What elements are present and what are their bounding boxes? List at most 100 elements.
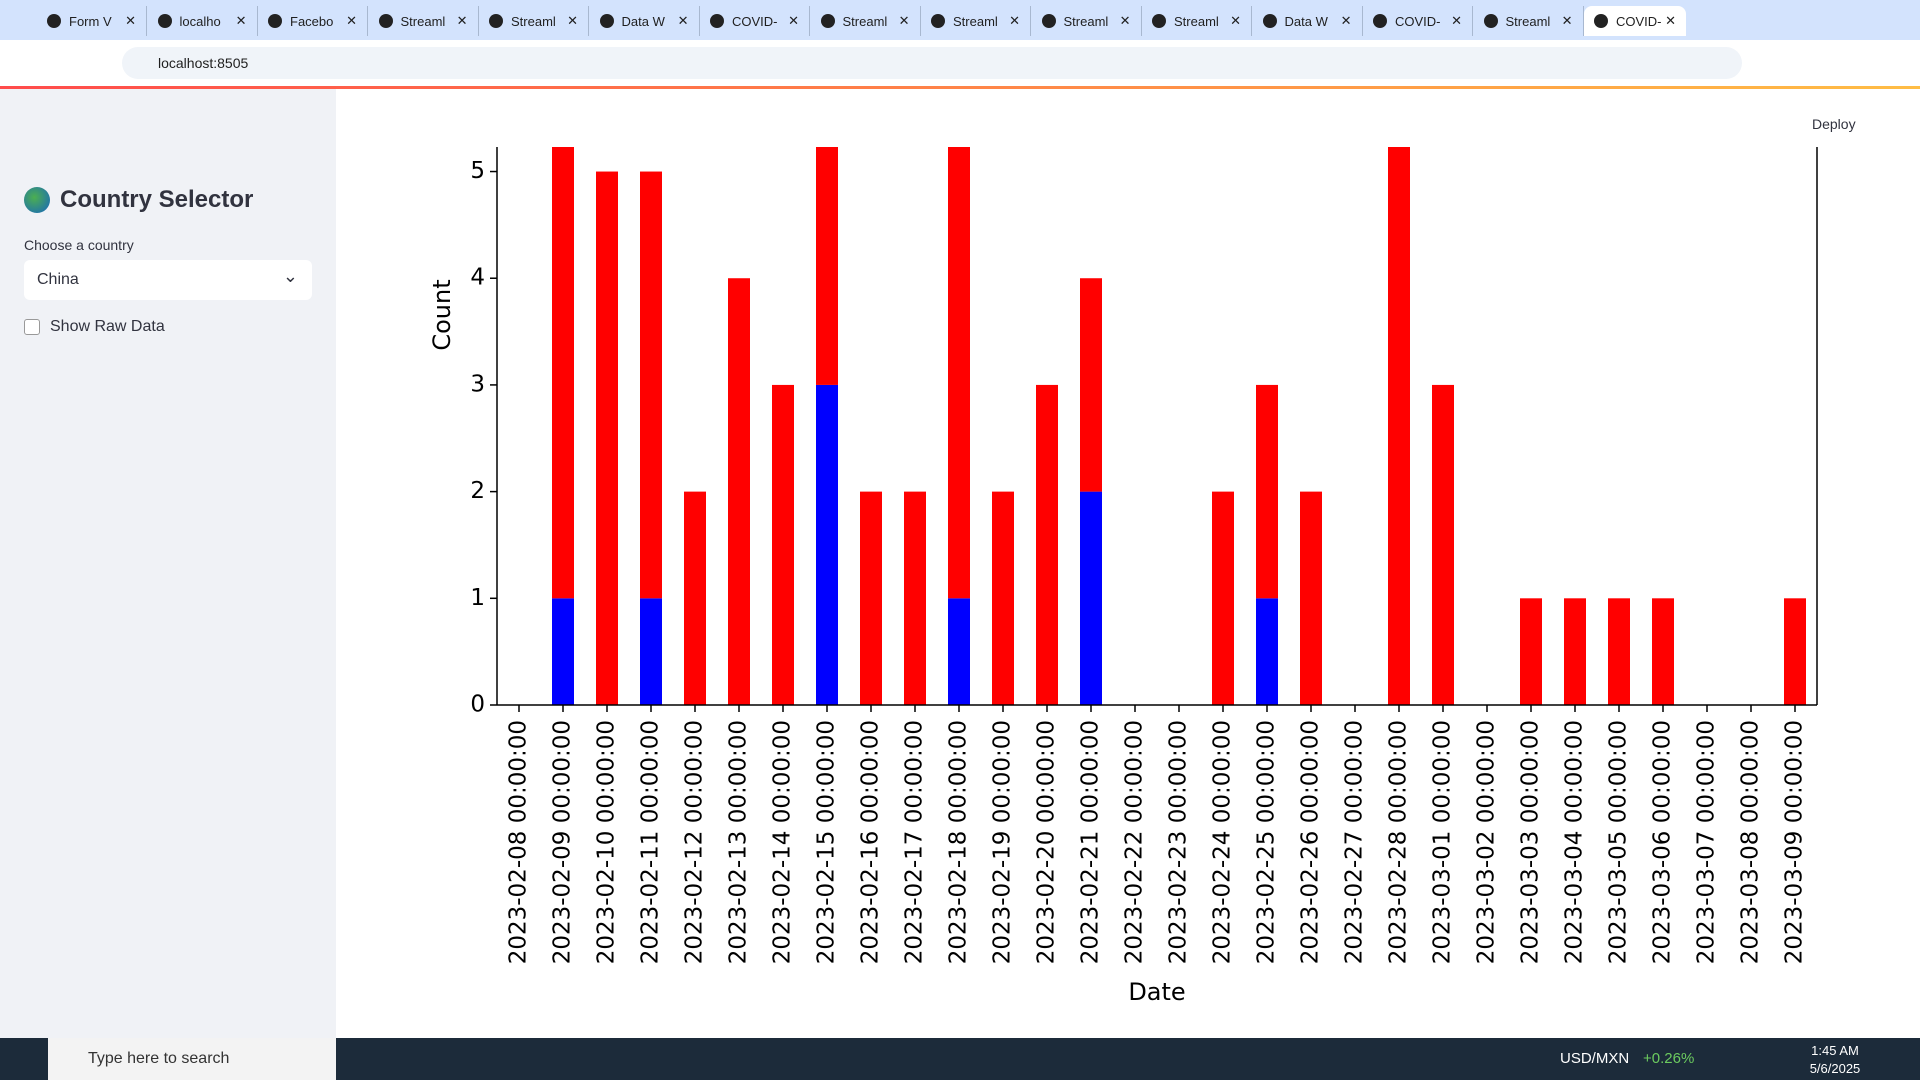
x-tick-label: 2023-02-09 00:00:00 xyxy=(550,720,576,964)
bar-segment xyxy=(1388,147,1410,705)
tab-icon xyxy=(1262,14,1277,28)
tab-close[interactable]: ✕ xyxy=(235,13,247,28)
bar-segment xyxy=(1080,278,1102,492)
raw-data-checkbox[interactable]: Show Raw Data xyxy=(24,318,165,336)
tab-title: COVID- xyxy=(732,13,778,29)
bar-segment xyxy=(1608,598,1630,705)
x-tick-label: 2023-02-22 00:00:00 xyxy=(1122,720,1148,964)
y-tick-label: 5 xyxy=(470,158,485,184)
x-tick-label: 2023-02-25 00:00:00 xyxy=(1254,720,1280,964)
tab-close[interactable]: ✕ xyxy=(125,13,136,28)
x-tick-label: 2023-02-23 00:00:00 xyxy=(1166,720,1192,964)
browser-tab[interactable]: COVID- ✕ xyxy=(1584,6,1686,36)
tab-title: Facebo xyxy=(290,13,334,29)
y-tick-label: 0 xyxy=(470,692,485,718)
url-field[interactable]: localhost:8505 xyxy=(122,47,1742,79)
deploy-button[interactable]: Deploy xyxy=(1812,116,1856,132)
browser-tab[interactable]: localho ✕ xyxy=(148,6,258,36)
bar-segment xyxy=(1036,384,1058,705)
x-tick-label: 2023-03-05 00:00:00 xyxy=(1606,720,1632,964)
tab-close[interactable]: ✕ xyxy=(1009,13,1020,28)
tab-close[interactable]: ✕ xyxy=(1451,13,1462,28)
tab-close[interactable]: ✕ xyxy=(1340,13,1352,28)
tab-close[interactable]: ✕ xyxy=(567,13,578,28)
browser-tab[interactable]: Streaml ✕ xyxy=(479,6,589,36)
x-tick-label: 2023-02-13 00:00:00 xyxy=(726,720,752,964)
bar-segment xyxy=(860,491,882,705)
tab-close[interactable]: ✕ xyxy=(456,13,468,28)
tab-close[interactable]: ✕ xyxy=(788,13,799,28)
browser-tab[interactable]: Form V ✕ xyxy=(37,6,147,36)
bar-segment xyxy=(992,491,1014,705)
tab-title: Streaml xyxy=(1505,13,1551,29)
browser-tab[interactable]: Data W ✕ xyxy=(1253,6,1363,36)
y-tick-label: 2 xyxy=(470,478,485,504)
bar-segment xyxy=(684,491,706,705)
select-label: Choose a country xyxy=(24,237,134,253)
ticker: USD/MXN xyxy=(1560,1050,1630,1067)
checkbox-box[interactable] xyxy=(24,319,40,335)
tab-icon xyxy=(1483,14,1498,28)
browser-tab[interactable]: Streaml ✕ xyxy=(1142,6,1252,36)
tab-icon xyxy=(1594,14,1608,28)
tab-close[interactable]: ✕ xyxy=(677,13,689,28)
x-tick-label: 2023-02-26 00:00:00 xyxy=(1298,720,1324,964)
x-tick-label: 2023-02-11 00:00:00 xyxy=(638,720,664,964)
x-tick-label: 2023-02-10 00:00:00 xyxy=(594,720,620,964)
tab-title: Streaml xyxy=(400,13,446,29)
x-tick-label: 2023-02-15 00:00:00 xyxy=(814,720,840,964)
browser-tab[interactable]: COVID- ✕ xyxy=(1363,6,1473,36)
tab-title: Streaml xyxy=(842,13,888,29)
bar-segment xyxy=(904,491,926,705)
tab-icon xyxy=(1152,14,1166,28)
browser-tab[interactable]: Streaml ✕ xyxy=(921,6,1031,36)
bar-segment xyxy=(1080,491,1102,705)
x-tick-label: 2023-02-20 00:00:00 xyxy=(1034,720,1060,964)
ticker-change: +0.26% xyxy=(1643,1050,1695,1067)
tab-title: localho xyxy=(179,13,221,29)
tab-close[interactable]: ✕ xyxy=(346,13,357,28)
browser-tab[interactable]: Streaml ✕ xyxy=(369,6,479,36)
bar-segment xyxy=(816,384,838,705)
tab-title: Data W xyxy=(621,13,665,29)
tab-close[interactable]: ✕ xyxy=(1119,13,1131,28)
browser-tab[interactable]: COVID- ✕ xyxy=(700,6,810,36)
tab-icon xyxy=(710,14,724,28)
bar-segment xyxy=(552,598,574,705)
plot-area xyxy=(552,147,1806,706)
tab-close[interactable]: ✕ xyxy=(1230,13,1241,28)
bar-segment xyxy=(1212,491,1234,705)
bar-segment xyxy=(948,598,970,705)
tab-icon xyxy=(378,14,393,28)
taskbar-search[interactable]: Type here to search xyxy=(48,1038,336,1080)
x-tick-label: 2023-02-28 00:00:00 xyxy=(1386,720,1412,964)
bar-segment xyxy=(1432,384,1454,705)
y-tick-label: 4 xyxy=(470,265,485,291)
y-tick-label: 1 xyxy=(470,585,485,611)
bar-segment xyxy=(1256,384,1278,599)
tab-icon xyxy=(599,14,614,28)
bar-segment xyxy=(948,147,970,599)
x-tick-label: 2023-03-08 00:00:00 xyxy=(1738,720,1764,964)
browser-tab[interactable]: Streaml ✕ xyxy=(1032,6,1142,36)
tab-icon xyxy=(268,14,282,28)
browser-tab[interactable]: Streaml ✕ xyxy=(811,6,921,36)
country-select[interactable]: China xyxy=(24,256,312,300)
tab-close[interactable]: ✕ xyxy=(898,13,910,28)
browser-tab[interactable]: Data W ✕ xyxy=(590,6,700,36)
tab-close[interactable]: ✕ xyxy=(1561,13,1573,28)
tab-icon xyxy=(931,14,945,28)
tab-close[interactable]: ✕ xyxy=(1665,13,1676,28)
browser-tab[interactable]: Facebo ✕ xyxy=(258,6,368,36)
browser-tab[interactable]: Streaml ✕ xyxy=(1474,6,1584,36)
tab-title: Streaml xyxy=(1174,13,1219,29)
sidebar xyxy=(0,89,336,1038)
tab-title: Form V xyxy=(69,13,112,29)
tab-icon xyxy=(820,14,835,28)
x-tick-label: 2023-02-12 00:00:00 xyxy=(682,720,708,964)
x-tick-label: 2023-03-07 00:00:00 xyxy=(1694,720,1720,964)
tab-title: COVID- xyxy=(1395,13,1441,29)
bar-segment xyxy=(1784,598,1806,705)
